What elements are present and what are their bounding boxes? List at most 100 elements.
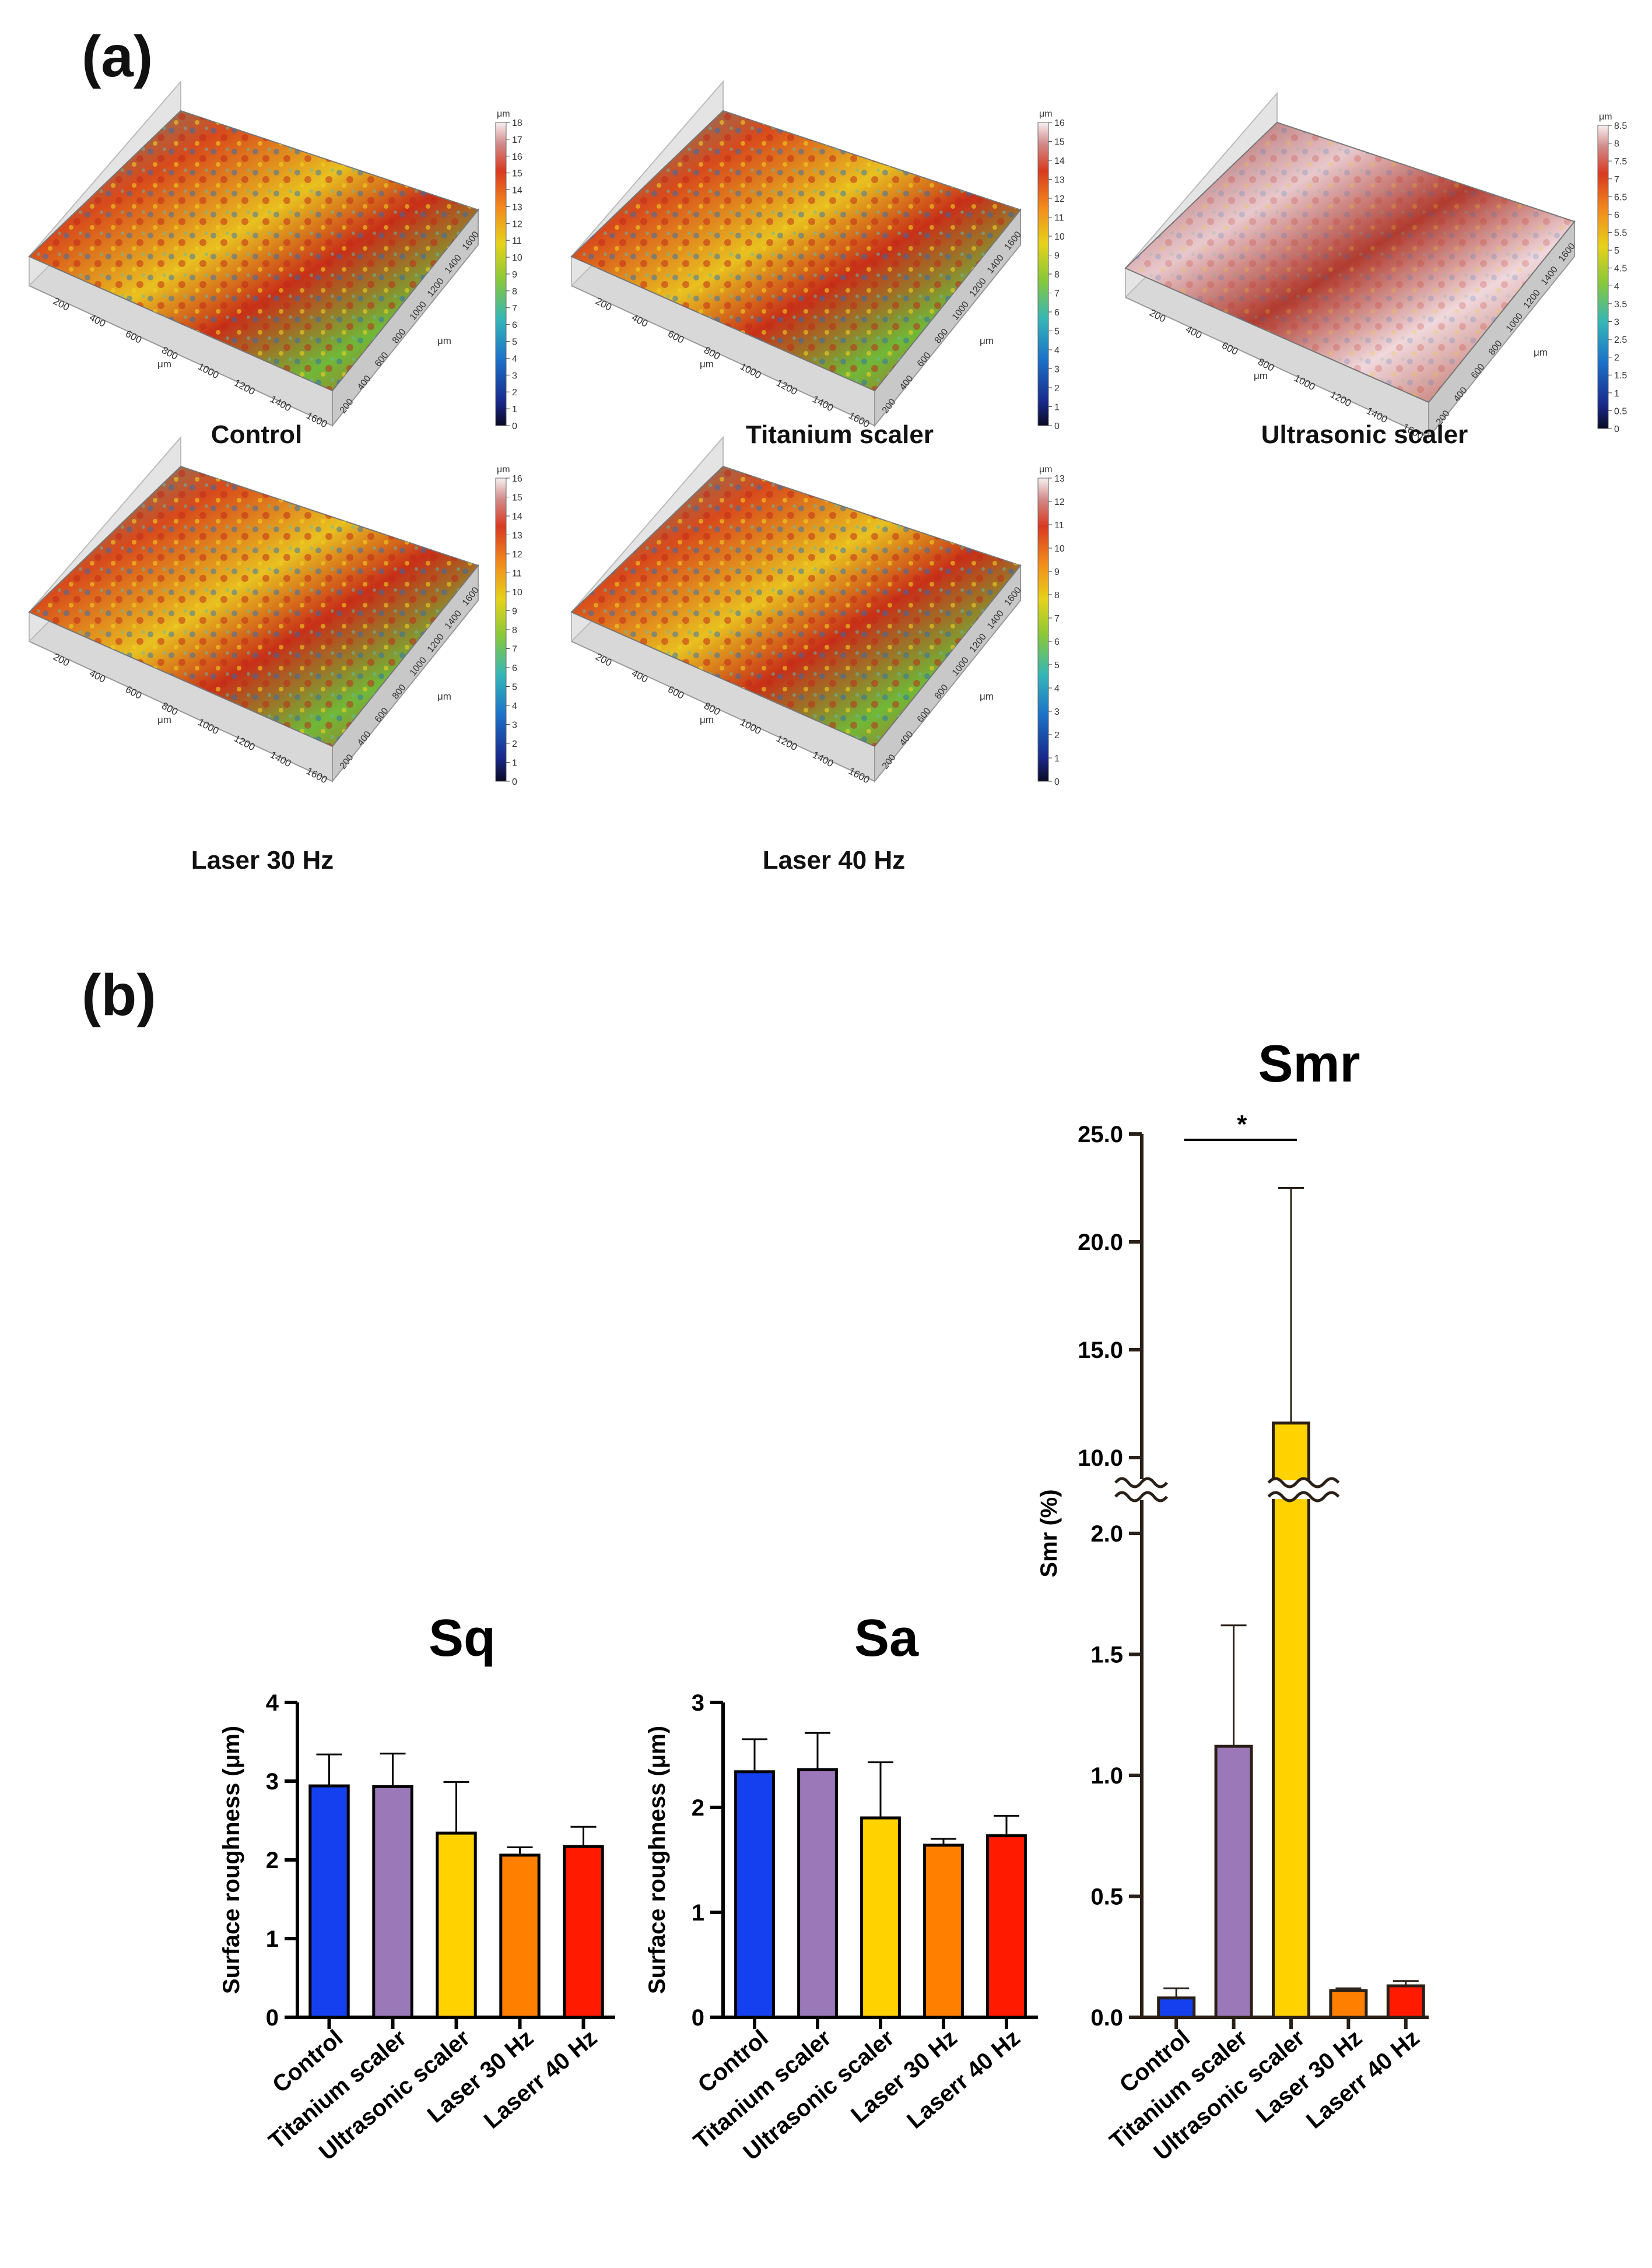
surface-axis-unit: μm (980, 691, 994, 702)
bar (1386, 1984, 1425, 2019)
colorbar-tick-label: 16 (512, 474, 522, 484)
colorbar-tick-label: 9 (1054, 251, 1060, 261)
bar (797, 1768, 838, 2019)
colorbar-tick-label: 8 (512, 626, 517, 636)
colorbar-tick-label: 6 (1054, 308, 1060, 318)
surface-map: 2004006008001000120014001600μm2004006008… (570, 436, 1065, 875)
colorbar-tick-label: 4 (512, 701, 517, 711)
y-tick-label: 10.0 (1078, 1445, 1123, 1471)
y-axis-label: Smr (%) (1036, 1489, 1062, 1577)
colorbar-tick-label: 4 (512, 354, 517, 364)
y-tick-label: 3 (266, 1769, 279, 1795)
colorbar-tick-label: 1 (1054, 403, 1060, 413)
y-tick-label: 25.0 (1078, 1122, 1123, 1147)
bar (436, 1831, 477, 2019)
bar (499, 1853, 541, 2019)
surface-axis-unit: μm (157, 714, 171, 725)
colorbar-tick-label: 16 (1054, 118, 1065, 128)
colorbar-tick-label: 1 (512, 759, 517, 768)
surface-label: Control (211, 420, 302, 449)
colorbar (495, 122, 507, 426)
axis-break-mark (1114, 1491, 1168, 1502)
colorbar-tick-label: 13 (512, 531, 522, 541)
colorbar-tick-label: 10 (1054, 232, 1065, 242)
y-tick-label: 0 (266, 2005, 279, 2031)
chart-title: Sa (854, 1609, 919, 1667)
colorbar-tick-label: 5 (512, 683, 517, 693)
colorbar-tick-label: 9 (1054, 567, 1060, 577)
colorbar-tick-label: 11 (1054, 213, 1064, 223)
colorbar-tick-label: 5 (1054, 661, 1060, 670)
colorbar-tick-label: 12 (512, 550, 522, 560)
colorbar-tick-label: 2 (512, 739, 517, 749)
colorbar-tick-label: 8.5 (1614, 121, 1627, 131)
colorbar-tick-label: 7 (512, 645, 517, 655)
bar (734, 1770, 775, 2019)
colorbar-tick-label: 4 (1614, 282, 1619, 292)
y-axis-label: Surface roughness (μm) (644, 1726, 670, 1994)
y-tick-label: 1 (692, 1900, 704, 1926)
significance-star: * (1237, 1110, 1247, 1139)
colorbar-tick-label: 11 (512, 236, 522, 246)
colorbar-tick-label: 13 (1054, 474, 1065, 484)
colorbar-tick-label: 2 (1614, 353, 1619, 363)
colorbar-tick-label: 10 (512, 588, 522, 598)
y-tick-label: 15.0 (1078, 1337, 1123, 1363)
bar (986, 1834, 1027, 2019)
colorbar-tick-label: 6 (1614, 210, 1619, 220)
y-tick-label: 2.0 (1090, 1521, 1123, 1547)
colorbar-tick-label: 7 (512, 304, 517, 314)
colorbar-tick-label: 0 (1054, 777, 1060, 787)
x-tick-label: Laserr 40 Hz (479, 2025, 602, 2134)
colorbar-tick-label: 3 (1054, 707, 1060, 717)
panel-b-label: (b) (82, 963, 156, 1028)
colorbar-tick-label: 10 (1054, 544, 1065, 554)
panel-a-label: (a) (82, 24, 153, 89)
surface-axis-unit: μm (437, 335, 451, 346)
bar (1329, 1989, 1368, 2019)
colorbar-tick-label: 8 (1614, 139, 1619, 149)
colorbar-tick-label: 15 (1054, 138, 1065, 148)
colorbar-tick-label: 2.5 (1614, 335, 1627, 345)
colorbar-tick-label: 11 (1054, 521, 1064, 531)
colorbar (1037, 122, 1049, 426)
chart-smr: Smr 0.0 0.5 1.0 1.5 2.0 10.0 15.0 20.0 25.0 Smr (%… (1036, 1035, 1429, 2165)
colorbar-tick-label: 5.5 (1614, 229, 1627, 238)
colorbar-tick-label: 13 (512, 202, 522, 212)
colorbar-tick-label: 12 (1054, 194, 1065, 204)
bar (1271, 1421, 1311, 2019)
colorbar-tick-label: 5 (1054, 327, 1060, 337)
bar-break-mark (1267, 1477, 1340, 1488)
chart-title: Smr (1258, 1035, 1360, 1093)
y-tick-label: 1.5 (1090, 1642, 1123, 1668)
colorbar (495, 478, 507, 782)
colorbar-tick-label: 4 (1054, 684, 1060, 694)
colorbar-unit: μm (1039, 109, 1053, 119)
colorbar-tick-label: 17 (512, 135, 522, 145)
colorbar-tick-label: 10 (512, 253, 522, 263)
colorbar-tick-label: 14 (512, 512, 522, 522)
y-tick-label: 3 (692, 1690, 704, 1716)
colorbar-tick-label: 11 (512, 569, 522, 579)
colorbar-tick-label: 8 (1054, 591, 1060, 601)
surface-texture (29, 111, 478, 391)
bar (563, 1845, 604, 2019)
colorbar-tick-label: 18 (512, 118, 522, 128)
colorbar-tick-label: 4.5 (1614, 264, 1627, 274)
colorbar-unit: μm (497, 109, 510, 119)
bar (1157, 1996, 1196, 2019)
y-tick-label: 0.5 (1090, 1884, 1123, 1910)
colorbar-tick-label: 2 (1054, 731, 1060, 740)
colorbar-tick-label: 2 (1054, 384, 1060, 394)
colorbar-tick-label: 1 (1614, 389, 1619, 399)
colorbar-tick-label: 0 (1054, 422, 1060, 431)
surface-label: Laser 40 Hz (763, 846, 906, 875)
colorbar-tick-label: 14 (512, 186, 522, 196)
colorbar-tick-label: 9 (512, 607, 517, 617)
surface-texture (571, 111, 1020, 391)
bar (1214, 1744, 1253, 2019)
colorbar-tick-label: 3 (512, 721, 517, 731)
colorbar-tick-label: 12 (1054, 497, 1065, 507)
